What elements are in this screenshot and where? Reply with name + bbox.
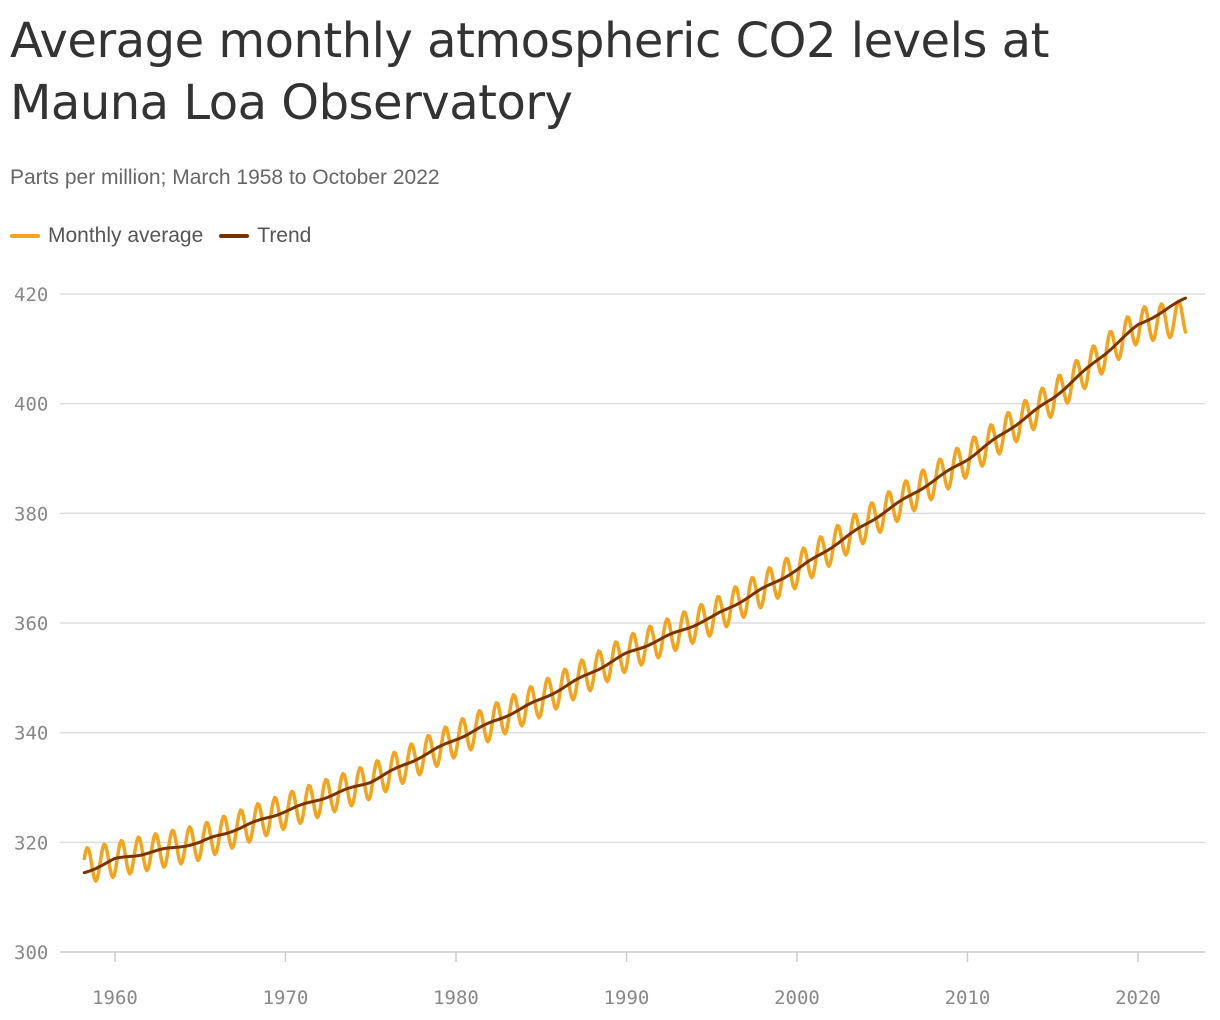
chart-title: Average monthly atmospheric CO2 levels a… [10,13,1049,131]
legend-item-monthly: Monthly average [10,224,203,248]
y-tick-label: 380 [14,503,48,525]
chart-subtitle: Parts per million; March 1958 to October… [10,166,440,189]
y-tick-label: 320 [14,832,48,854]
legend: Monthly average Trend [10,224,327,248]
series-line-monthly-average [82,299,1188,883]
y-tick-label: 300 [14,942,48,964]
x-tick-label: 1970 [263,987,309,1009]
x-tick-label: 2020 [1115,987,1161,1009]
grid-layer [60,293,1205,953]
series-layer [82,296,1188,883]
x-tick-label: 2010 [945,987,991,1009]
series-line-trend [82,296,1187,875]
x-tick-label: 1980 [433,987,479,1009]
legend-label-trend: Trend [257,224,312,247]
axis-layer: 300 320 340 360 380 400 420 1960 1970 1980 1990 200… [14,284,1161,1009]
x-tick-label: 2000 [774,987,820,1009]
y-tick-label: 340 [14,723,48,745]
x-tick-label: 1960 [92,987,138,1009]
y-tick-label: 400 [14,394,48,416]
legend-label-monthly: Monthly average [48,224,204,247]
legend-swatch-trend [219,234,250,238]
legend-item-trend: Trend [219,224,311,248]
legend-swatch-monthly [10,234,40,238]
y-tick-label: 420 [14,284,48,306]
x-tick-label: 1990 [604,987,650,1009]
y-tick-label: 360 [14,613,48,635]
